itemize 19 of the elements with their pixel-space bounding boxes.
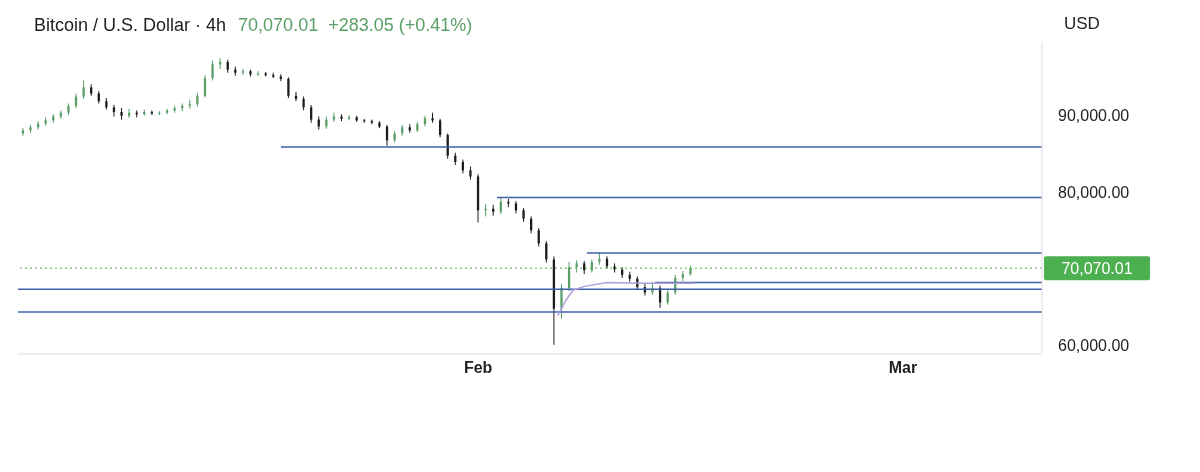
candlestick <box>203 74 207 98</box>
y-axis-title: USD <box>1063 13 1101 35</box>
candlestick <box>438 118 442 138</box>
candlestick <box>287 76 290 99</box>
y-tick-label: 90,000.00 <box>1058 106 1130 124</box>
ref-line-label: 70,070.01 <box>1061 260 1133 278</box>
candlestick <box>256 70 260 77</box>
candlestick <box>347 114 351 121</box>
candlestick <box>484 203 487 217</box>
candlestick <box>112 104 116 118</box>
y-tick-label: 60,000.00 <box>1058 337 1130 355</box>
x-tick-label: Feb <box>463 359 493 377</box>
chart-title: Bitcoin / U.S. Dollar · 4h <box>34 14 227 36</box>
y-tick-label: 80,000.00 <box>1058 183 1130 201</box>
candlestick <box>82 79 85 100</box>
chart-subtitle: 70,070.01 +283.05 (+0.41%) <box>238 14 473 36</box>
candlestick <box>241 68 245 76</box>
x-tick-label: Mar <box>888 359 918 377</box>
candlestick <box>211 59 214 81</box>
